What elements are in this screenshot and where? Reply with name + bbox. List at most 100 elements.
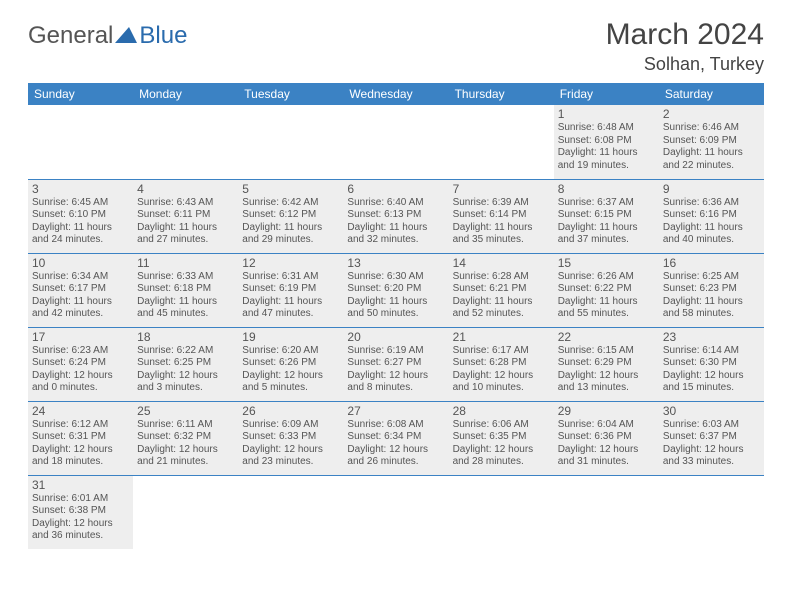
calendar-day-cell (28, 105, 133, 179)
day-number: 26 (242, 404, 339, 418)
day-info: Sunrise: 6:19 AMSunset: 6:27 PMDaylight:… (347, 345, 444, 395)
day-info: Sunrise: 6:30 AMSunset: 6:20 PMDaylight:… (347, 271, 444, 321)
calendar-day-cell: 23Sunrise: 6:14 AMSunset: 6:30 PMDayligh… (659, 327, 764, 401)
sunset-text: Sunset: 6:24 PM (32, 357, 129, 370)
day-info: Sunrise: 6:45 AMSunset: 6:10 PMDaylight:… (32, 197, 129, 247)
sunset-text: Sunset: 6:37 PM (663, 431, 760, 444)
calendar-day-cell: 19Sunrise: 6:20 AMSunset: 6:26 PMDayligh… (238, 327, 343, 401)
day-number: 3 (32, 182, 129, 196)
daylight-text: Daylight: 11 hours and 37 minutes. (558, 222, 655, 247)
sunset-text: Sunset: 6:09 PM (663, 135, 760, 148)
calendar-day-cell: 5Sunrise: 6:42 AMSunset: 6:12 PMDaylight… (238, 179, 343, 253)
day-number: 12 (242, 256, 339, 270)
sunset-text: Sunset: 6:21 PM (453, 283, 550, 296)
sunrise-text: Sunrise: 6:39 AM (453, 197, 550, 210)
day-number: 18 (137, 330, 234, 344)
sunset-text: Sunset: 6:25 PM (137, 357, 234, 370)
daylight-text: Daylight: 11 hours and 24 minutes. (32, 222, 129, 247)
day-number: 15 (558, 256, 655, 270)
day-number: 22 (558, 330, 655, 344)
daylight-text: Daylight: 11 hours and 42 minutes. (32, 296, 129, 321)
daylight-text: Daylight: 12 hours and 31 minutes. (558, 444, 655, 469)
day-info: Sunrise: 6:31 AMSunset: 6:19 PMDaylight:… (242, 271, 339, 321)
sunrise-text: Sunrise: 6:25 AM (663, 271, 760, 284)
calendar-day-cell: 30Sunrise: 6:03 AMSunset: 6:37 PMDayligh… (659, 401, 764, 475)
day-info: Sunrise: 6:04 AMSunset: 6:36 PMDaylight:… (558, 419, 655, 469)
daylight-text: Daylight: 11 hours and 32 minutes. (347, 222, 444, 247)
sunset-text: Sunset: 6:16 PM (663, 209, 760, 222)
day-number: 29 (558, 404, 655, 418)
calendar-day-cell: 7Sunrise: 6:39 AMSunset: 6:14 PMDaylight… (449, 179, 554, 253)
calendar-day-cell: 10Sunrise: 6:34 AMSunset: 6:17 PMDayligh… (28, 253, 133, 327)
weekday-header: Monday (133, 83, 238, 105)
daylight-text: Daylight: 12 hours and 10 minutes. (453, 370, 550, 395)
sunrise-text: Sunrise: 6:17 AM (453, 345, 550, 358)
calendar-week-row: 3Sunrise: 6:45 AMSunset: 6:10 PMDaylight… (28, 179, 764, 253)
sunrise-text: Sunrise: 6:03 AM (663, 419, 760, 432)
calendar-day-cell: 12Sunrise: 6:31 AMSunset: 6:19 PMDayligh… (238, 253, 343, 327)
sunrise-text: Sunrise: 6:42 AM (242, 197, 339, 210)
calendar-table: SundayMondayTuesdayWednesdayThursdayFrid… (28, 83, 764, 549)
daylight-text: Daylight: 12 hours and 13 minutes. (558, 370, 655, 395)
day-info: Sunrise: 6:33 AMSunset: 6:18 PMDaylight:… (137, 271, 234, 321)
day-number: 7 (453, 182, 550, 196)
day-number: 20 (347, 330, 444, 344)
day-number: 17 (32, 330, 129, 344)
calendar-day-cell (449, 475, 554, 549)
calendar-day-cell: 16Sunrise: 6:25 AMSunset: 6:23 PMDayligh… (659, 253, 764, 327)
calendar-day-cell (133, 475, 238, 549)
calendar-day-cell: 2Sunrise: 6:46 AMSunset: 6:09 PMDaylight… (659, 105, 764, 179)
weekday-header: Thursday (449, 83, 554, 105)
calendar-day-cell: 15Sunrise: 6:26 AMSunset: 6:22 PMDayligh… (554, 253, 659, 327)
weekday-header: Tuesday (238, 83, 343, 105)
daylight-text: Daylight: 11 hours and 58 minutes. (663, 296, 760, 321)
sunset-text: Sunset: 6:20 PM (347, 283, 444, 296)
sunrise-text: Sunrise: 6:40 AM (347, 197, 444, 210)
calendar-week-row: 31Sunrise: 6:01 AMSunset: 6:38 PMDayligh… (28, 475, 764, 549)
daylight-text: Daylight: 12 hours and 23 minutes. (242, 444, 339, 469)
sunset-text: Sunset: 6:32 PM (137, 431, 234, 444)
daylight-text: Daylight: 11 hours and 50 minutes. (347, 296, 444, 321)
sunrise-text: Sunrise: 6:33 AM (137, 271, 234, 284)
sunset-text: Sunset: 6:17 PM (32, 283, 129, 296)
brand-part2: Blue (139, 22, 187, 50)
day-info: Sunrise: 6:37 AMSunset: 6:15 PMDaylight:… (558, 197, 655, 247)
daylight-text: Daylight: 12 hours and 33 minutes. (663, 444, 760, 469)
calendar-day-cell: 31Sunrise: 6:01 AMSunset: 6:38 PMDayligh… (28, 475, 133, 549)
calendar-week-row: 17Sunrise: 6:23 AMSunset: 6:24 PM Dayligh… (28, 327, 764, 401)
day-number: 30 (663, 404, 760, 418)
calendar-week-row: 10Sunrise: 6:34 AMSunset: 6:17 PMDayligh… (28, 253, 764, 327)
day-info: Sunrise: 6:36 AMSunset: 6:16 PMDaylight:… (663, 197, 760, 247)
day-info: Sunrise: 6:12 AMSunset: 6:31 PMDaylight:… (32, 419, 129, 469)
sunrise-text: Sunrise: 6:26 AM (558, 271, 655, 284)
day-number: 14 (453, 256, 550, 270)
day-number: 4 (137, 182, 234, 196)
sunset-text: Sunset: 6:26 PM (242, 357, 339, 370)
daylight-text: Daylight: 12 hours and 8 minutes. (347, 370, 444, 395)
sunrise-text: Sunrise: 6:34 AM (32, 271, 129, 284)
calendar-day-cell: 14Sunrise: 6:28 AMSunset: 6:21 PMDayligh… (449, 253, 554, 327)
calendar-day-cell: 20Sunrise: 6:19 AMSunset: 6:27 PMDayligh… (343, 327, 448, 401)
calendar-week-row: 24Sunrise: 6:12 AMSunset: 6:31 PMDayligh… (28, 401, 764, 475)
day-info: Sunrise: 6:39 AMSunset: 6:14 PMDaylight:… (453, 197, 550, 247)
sunrise-text: Sunrise: 6:23 AM (32, 345, 129, 358)
sunset-text: Sunset: 6:18 PM (137, 283, 234, 296)
weekday-header: Saturday (659, 83, 764, 105)
sunset-text: Sunset: 6:08 PM (558, 135, 655, 148)
day-info: Sunrise: 6:01 AMSunset: 6:38 PMDaylight:… (32, 493, 129, 543)
calendar-day-cell: 17Sunrise: 6:23 AMSunset: 6:24 PMDayligh… (28, 327, 133, 401)
calendar-header-row: SundayMondayTuesdayWednesdayThursdayFrid… (28, 83, 764, 105)
calendar-day-cell: 26Sunrise: 6:09 AMSunset: 6:33 PMDayligh… (238, 401, 343, 475)
calendar-day-cell: 21Sunrise: 6:17 AMSunset: 6:28 PMDayligh… (449, 327, 554, 401)
sunset-text: Sunset: 6:15 PM (558, 209, 655, 222)
calendar-day-cell: 3Sunrise: 6:45 AMSunset: 6:10 PMDaylight… (28, 179, 133, 253)
sunrise-text: Sunrise: 6:19 AM (347, 345, 444, 358)
day-info: Sunrise: 6:17 AMSunset: 6:28 PMDaylight:… (453, 345, 550, 395)
sunset-text: Sunset: 6:28 PM (453, 357, 550, 370)
day-number: 21 (453, 330, 550, 344)
day-info: Sunrise: 6:26 AMSunset: 6:22 PMDaylight:… (558, 271, 655, 321)
day-number: 23 (663, 330, 760, 344)
calendar-day-cell (238, 105, 343, 179)
day-number: 24 (32, 404, 129, 418)
calendar-day-cell: 18Sunrise: 6:22 AMSunset: 6:25 PMDayligh… (133, 327, 238, 401)
